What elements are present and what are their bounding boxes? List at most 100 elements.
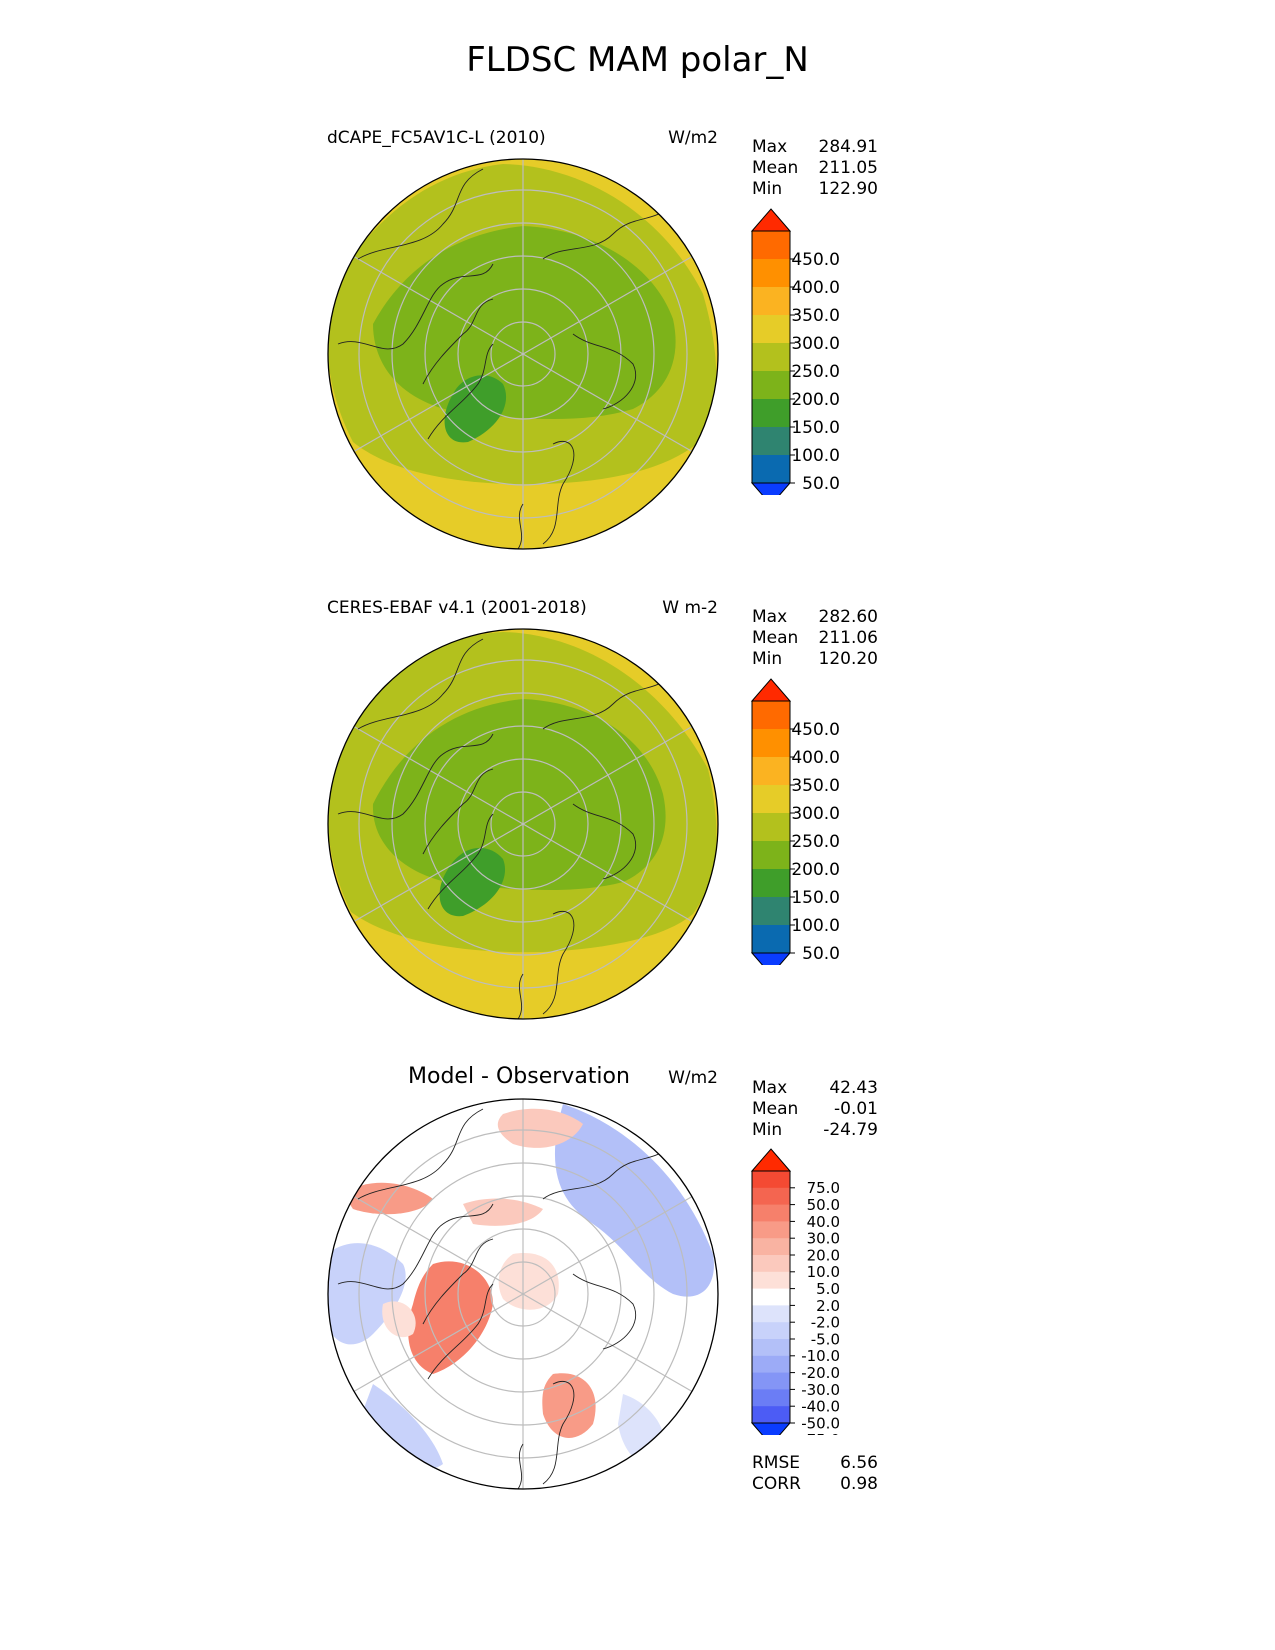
- colorbar-swatch: [752, 1187, 790, 1206]
- colorbar-swatch: [752, 785, 790, 814]
- colorbar-tick-label: 350.0: [791, 776, 840, 796]
- colorbar-extend-max: [750, 1148, 792, 1172]
- colorbar-swatches: [750, 678, 792, 965]
- colorbar-tick-label: 400.0: [791, 748, 840, 768]
- field-band-150-200: [372, 699, 666, 890]
- stat-value: 282.60: [818, 607, 878, 627]
- colorbar-swatches: [750, 208, 792, 495]
- stat-value: 211.06: [818, 628, 878, 648]
- colorbar-tick-label: -5.0: [811, 1330, 840, 1348]
- stat-value: 120.20: [818, 649, 878, 669]
- panel-1-stats: Max 284.91 Mean 211.05 Min 122.90: [752, 137, 878, 200]
- colorbar-labels: 450.0 400.0 350.0 300.0 250.0 200.0 150.0 100.0…: [790, 250, 840, 494]
- colorbar-tick-label: 200.0: [791, 860, 840, 880]
- colorbar-tick-label: 100.0: [791, 446, 840, 466]
- colorbar-swatches: [750, 1148, 792, 1435]
- colorbar-tick-label: -75.0: [801, 1431, 840, 1435]
- graticule: [352, 159, 694, 549]
- colorbar-swatch: [752, 427, 790, 456]
- coastlines: [337, 1108, 674, 1489]
- panel-1-polar-map: [327, 158, 719, 550]
- colorbar-swatch: [752, 1288, 790, 1306]
- colorbar-swatch: [752, 897, 790, 926]
- panel-3-stats: Max 42.43 Mean -0.01 Min -24.79: [752, 1078, 878, 1141]
- colorbar-swatch: [752, 1221, 790, 1239]
- colorbar-tick-label: 50.0: [802, 474, 840, 494]
- graticule: [352, 1099, 694, 1489]
- figure-title: FLDSC MAM polar_N: [466, 40, 809, 80]
- panel-2-title: CERES-EBAF v4.1 (2001-2018): [327, 598, 587, 618]
- colorbar-tick-label: 300.0: [791, 334, 840, 354]
- colorbar-swatch: [752, 925, 790, 954]
- colorbar-swatch: [752, 813, 790, 842]
- stat-value: 284.91: [818, 137, 878, 157]
- colorbar-swatch: [752, 701, 790, 730]
- colorbar-swatch: [752, 315, 790, 344]
- stat-label: Mean: [752, 158, 799, 178]
- colorbar-labels: 75.050.040.030.020.010.05.02.0-2.0-5.0-1…: [790, 1179, 840, 1435]
- colorbar-tick-label: 250.0: [791, 832, 840, 852]
- colorbar-swatch: [752, 1271, 790, 1290]
- stat-value: 0.98: [840, 1474, 878, 1494]
- panel-2-colorbar: 450.0 400.0 350.0 300.0 250.0 200.0 150.0 100.0…: [750, 678, 840, 965]
- map-boundary: [327, 628, 719, 1020]
- panel-3-title: Model - Observation: [408, 1064, 630, 1089]
- graticule: [352, 629, 694, 1019]
- field-positive-blob: [408, 1261, 493, 1374]
- colorbar-tick-label: 50.0: [802, 944, 840, 964]
- colorbar-swatch: [752, 729, 790, 758]
- coastlines: [337, 168, 674, 549]
- colorbar-swatch: [752, 455, 790, 484]
- colorbar-tick-label: 100.0: [791, 916, 840, 936]
- field-positive-blob: [497, 1108, 583, 1148]
- colorbar-extend-min: [750, 952, 792, 965]
- colorbar-swatch: [752, 1255, 790, 1273]
- colorbar-tick-label: 400.0: [791, 278, 840, 298]
- colorbar-swatch: [752, 1372, 790, 1390]
- colorbar-tick-label: 250.0: [791, 362, 840, 382]
- colorbar-tick-label: 450.0: [791, 250, 840, 270]
- colorbar-tick-label: 450.0: [791, 720, 840, 740]
- colorbar-extend-min: [750, 482, 792, 495]
- colorbar-tick-label: 30.0: [807, 1230, 840, 1248]
- colorbar-swatch: [752, 1389, 790, 1407]
- colorbar-swatch: [752, 1305, 790, 1323]
- colorbar-swatch: [752, 1204, 790, 1222]
- panel-3-units: W/m2: [668, 1068, 718, 1088]
- stat-label: Min: [752, 179, 783, 199]
- colorbar-tick-label: -2.0: [811, 1314, 840, 1332]
- colorbar-frame: [751, 700, 791, 954]
- stat-value: 211.05: [818, 158, 878, 178]
- colorbar-swatch: [752, 757, 790, 786]
- colorbar-tick-label: 150.0: [791, 888, 840, 908]
- colorbar-tick-label: 75.0: [807, 1179, 840, 1197]
- stat-label: RMSE: [752, 1453, 801, 1473]
- stat-value: 6.56: [840, 1453, 878, 1473]
- colorbar-tick-label: -20.0: [801, 1364, 840, 1382]
- colorbar-tick-label: 20.0: [807, 1246, 840, 1264]
- coastlines: [337, 638, 674, 1019]
- stat-value: 122.90: [818, 179, 878, 199]
- colorbar-swatch: [752, 1238, 790, 1256]
- field-positive-blob: [542, 1373, 596, 1438]
- colorbar-swatch: [752, 841, 790, 870]
- colorbar-frame: [751, 1170, 791, 1424]
- field-positive-blob: [382, 1301, 416, 1338]
- colorbar-swatch: [752, 1355, 790, 1374]
- panel-3-colorbar: 75.050.040.030.020.010.05.02.0-2.0-5.0-1…: [750, 1148, 840, 1435]
- stat-label: Min: [752, 649, 783, 669]
- colorbar-swatch: [752, 371, 790, 400]
- stat-value: -24.79: [823, 1120, 878, 1140]
- colorbar-tick-label: 5.0: [816, 1280, 840, 1298]
- colorbar-tick-label: 10.0: [807, 1263, 840, 1281]
- stat-label: Max: [752, 607, 788, 627]
- colorbar-tick-label: -10.0: [801, 1347, 840, 1365]
- colorbar-tick-label: 150.0: [791, 418, 840, 438]
- field-positive-blob: [343, 1182, 433, 1215]
- colorbar-extend-max: [750, 208, 792, 232]
- colorbar-swatch: [752, 1406, 790, 1424]
- field-band-100-150: [444, 375, 507, 443]
- panel-1-title: dCAPE_FC5AV1C-L (2010): [327, 128, 546, 148]
- colorbar-tick-label: 40.0: [807, 1213, 840, 1231]
- map-boundary: [327, 1098, 719, 1490]
